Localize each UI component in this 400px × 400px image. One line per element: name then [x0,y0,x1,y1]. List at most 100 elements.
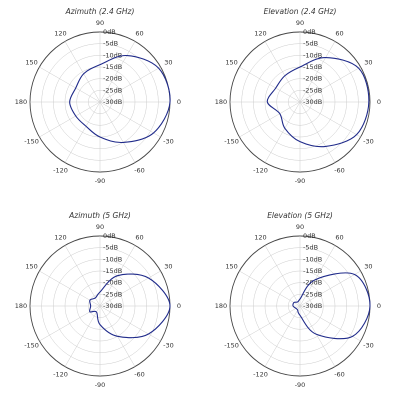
r-tick-label: 0dB [303,232,316,240]
spoke [299,270,361,307]
r-tick-label: -30dB [303,302,322,310]
angle-label: -150 [24,138,39,146]
r-tick-label: -10dB [303,51,322,59]
angle-label: -150 [224,138,239,146]
spoke [264,101,301,163]
spoke [299,41,336,103]
angle-label: 180 [215,98,227,106]
pattern-curve [69,54,171,144]
spoke [299,245,336,307]
r-tick-label: 0dB [103,28,116,36]
angle-label: 0 [177,302,181,310]
r-tick-label: -5dB [303,40,318,48]
spoke [264,41,301,103]
chart-title: Azimuth (2.4 GHz) [65,7,135,16]
angle-label: 30 [164,263,172,271]
angle-label: -90 [95,177,106,185]
spoke [99,101,136,163]
spoke [239,305,301,342]
angle-label: 60 [335,234,343,242]
spoke [99,101,161,138]
angle-label: 0 [177,98,181,106]
spoke [239,101,301,138]
r-tick-label: -25dB [103,290,122,298]
angle-label: 0 [377,98,381,106]
angle-label: -30 [163,138,174,146]
r-tick-label: -25dB [103,86,122,94]
r-tick-label: -15dB [303,63,322,71]
angle-label: 90 [96,19,104,27]
spoke [239,270,301,307]
spoke [64,101,101,163]
angle-label: -120 [253,166,268,174]
angle-label: -150 [24,342,39,350]
pattern-curve [292,272,371,340]
r-tick-label: -15dB [103,267,122,275]
angle-label: -120 [253,370,268,378]
angle-label: 30 [364,59,372,67]
spoke [64,41,101,103]
spoke [299,305,336,367]
angle-label: -60 [334,370,345,378]
r-tick-label: -5dB [103,244,118,252]
angle-label: -60 [134,166,145,174]
chart-title: Azimuth (5 GHz) [68,211,131,220]
pattern-curve [89,273,171,339]
spoke [299,101,361,138]
pattern-curve [266,56,370,148]
spoke [99,305,161,342]
r-tick-label: -30dB [303,98,322,106]
angle-label: -120 [53,166,68,174]
spoke [99,41,136,103]
angle-label: -60 [334,166,345,174]
spoke [264,305,301,367]
r-tick-label: -20dB [303,279,322,287]
spoke [299,66,361,103]
angle-label: 60 [335,30,343,38]
r-tick-label: 0dB [303,28,316,36]
angle-label: 30 [164,59,172,67]
spoke [239,66,301,103]
r-tick-label: -25dB [303,86,322,94]
r-tick-label: -10dB [103,51,122,59]
spoke [39,66,101,103]
spoke [39,305,101,342]
angle-label: -30 [363,138,374,146]
r-tick-label: 0dB [103,232,116,240]
angle-label: -90 [295,381,306,389]
angle-label: -150 [224,342,239,350]
angle-label: 180 [15,98,27,106]
angle-label: 120 [54,30,66,38]
angle-label: 150 [225,59,237,67]
r-tick-label: -20dB [103,75,122,83]
angle-label: 90 [96,223,104,231]
angle-label: -30 [163,342,174,350]
chart-title: Elevation (5 GHz) [267,211,333,220]
angle-label: 150 [225,263,237,271]
r-tick-label: -30dB [103,302,122,310]
angle-label: 150 [25,59,37,67]
r-tick-label: -10dB [303,255,322,263]
angle-label: 180 [15,302,27,310]
chart-title: Elevation (2.4 GHz) [264,7,337,16]
spoke [99,66,161,103]
angle-label: 180 [215,302,227,310]
angle-label: 60 [135,234,143,242]
angle-label: 90 [296,19,304,27]
spoke [39,101,101,138]
r-tick-label: -15dB [103,63,122,71]
angle-label: -60 [134,370,145,378]
r-tick-label: -10dB [103,255,122,263]
spoke [64,305,101,367]
r-tick-label: -15dB [303,267,322,275]
spoke [299,101,336,163]
angle-label: 120 [54,234,66,242]
r-tick-label: -20dB [103,279,122,287]
spoke [264,245,301,307]
angle-label: 0 [377,302,381,310]
angle-label: -120 [53,370,68,378]
angle-label: 120 [254,30,266,38]
r-tick-label: -20dB [303,75,322,83]
angle-label: 120 [254,234,266,242]
